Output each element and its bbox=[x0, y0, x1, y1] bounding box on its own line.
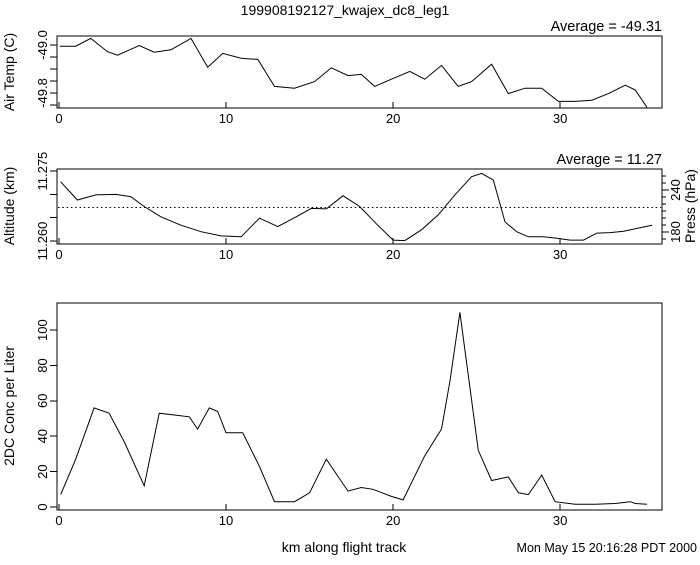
x-tick-label: 20 bbox=[386, 513, 400, 528]
x-tick-label: 10 bbox=[219, 247, 233, 262]
panel-altitude: 0 10 20 30 11.275 11.260 240 180 bbox=[35, 152, 683, 262]
y-tick-label: 60 bbox=[35, 394, 50, 408]
y-tick-label: 80 bbox=[35, 358, 50, 372]
y-tick-label: 11.275 bbox=[35, 152, 50, 191]
y-tick-label: -49.0 bbox=[35, 30, 50, 60]
panel-air-temp: 0 10 20 30 -49.0 -49.8 bbox=[35, 30, 663, 126]
x-tick-label: 10 bbox=[219, 513, 233, 528]
plot-box bbox=[56, 168, 663, 245]
right-tick-label: 180 bbox=[668, 221, 683, 243]
altitude-y-axis-label: Altitude (km) bbox=[1, 167, 17, 246]
x-axis-label: km along flight track bbox=[282, 539, 407, 555]
x-tick-label: 30 bbox=[553, 247, 567, 262]
plot-box bbox=[56, 35, 663, 109]
x-tick-label: 0 bbox=[55, 513, 62, 528]
x-tick-label: 20 bbox=[386, 247, 400, 262]
plot-box bbox=[56, 302, 663, 511]
x-tick-label: 30 bbox=[553, 513, 567, 528]
air-temp-y-axis-label: Air Temp (C) bbox=[1, 33, 17, 111]
altitude-average-annotation: Average = 11.27 bbox=[557, 152, 662, 168]
y-tick-label: 11.260 bbox=[35, 222, 50, 261]
y-tick-label: 20 bbox=[35, 464, 50, 478]
y-tick-label: 40 bbox=[35, 429, 50, 443]
air-temp-line bbox=[59, 37, 648, 108]
x-tick-label: 20 bbox=[386, 111, 400, 126]
conc-y-axis-label: 2DC Conc per Liter bbox=[1, 346, 17, 466]
page-title: 199908192127_kwajex_dc8_leg1 bbox=[241, 2, 450, 18]
right-tick-label: 240 bbox=[668, 179, 683, 201]
air-temp-average-annotation: Average = -49.31 bbox=[551, 19, 662, 35]
x-tick-label: 10 bbox=[219, 111, 233, 126]
y-tick-label: 100 bbox=[35, 319, 50, 341]
timestamp: Mon May 15 20:16:28 PDT 2000 bbox=[517, 541, 697, 555]
altitude-line bbox=[60, 172, 653, 242]
x-tick-label: 0 bbox=[55, 247, 62, 262]
x-tick-label: 30 bbox=[553, 111, 567, 126]
panel-conc: 0 10 20 30 0 20 40 60 80 100 bbox=[35, 302, 663, 528]
x-tick-label: 0 bbox=[55, 111, 62, 126]
conc-line bbox=[60, 312, 648, 505]
y-tick-label: 0 bbox=[35, 503, 50, 510]
pressure-right-axis-label: Press (hPa) bbox=[682, 169, 698, 243]
y-tick-label: -49.8 bbox=[35, 78, 50, 108]
